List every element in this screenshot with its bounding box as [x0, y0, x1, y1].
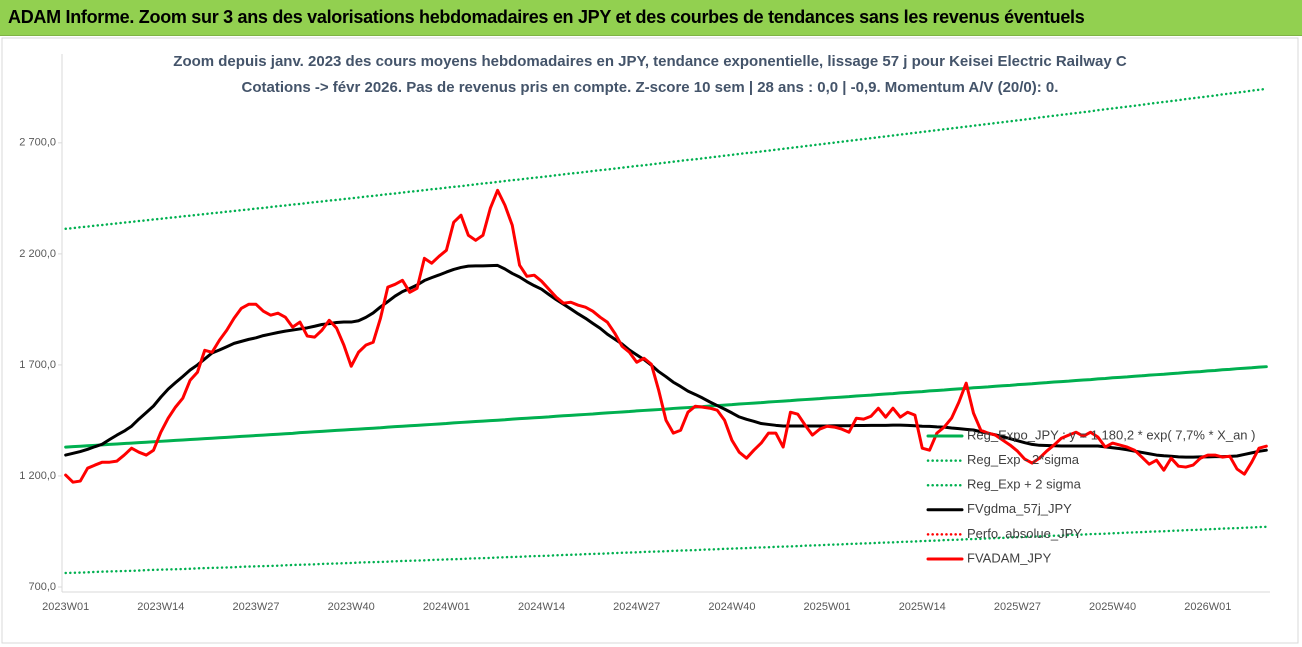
- x-tick-label: 2025W01: [804, 601, 851, 613]
- series-line: [64, 525, 1268, 575]
- series-line: [64, 365, 1268, 449]
- chart-title: Zoom depuis janv. 2023 des cours moyens …: [173, 53, 1127, 70]
- legend-label: Reg_Expo_JPY : y = 1 180,2 * exp( 7,7% *…: [967, 427, 1255, 442]
- x-tick-label: 2023W27: [232, 601, 279, 613]
- header: ADAM Informe. Zoom sur 3 ans des valoris…: [0, 0, 1302, 36]
- series-line: [64, 87, 1268, 231]
- x-tick-label: 2024W40: [708, 601, 755, 613]
- x-tick-label: 2023W01: [42, 601, 89, 613]
- legend-label: Reg_Exp + 2 sigma: [967, 477, 1082, 492]
- x-tick-label: 2024W14: [518, 601, 565, 613]
- chart-subtitle: Cotations -> févr 2026. Pas de revenus p…: [242, 79, 1059, 96]
- header-title: ADAM Informe. Zoom sur 3 ans des valoris…: [8, 7, 1085, 27]
- x-tick-label: 2026W01: [1184, 601, 1231, 613]
- y-tick-label: 1 200,0: [19, 470, 56, 482]
- legend-label: Perfo. absolue_JPY: [967, 526, 1082, 541]
- chart-border: [1, 37, 1299, 644]
- legend-label: FVgdma_57j_JPY: [967, 501, 1072, 516]
- y-tick-label: 2 200,0: [19, 248, 56, 260]
- y-tick-label: 2 700,0: [19, 137, 56, 149]
- y-tick-label: 700,0: [28, 581, 56, 593]
- legend-label: FVADAM_JPY: [967, 550, 1052, 565]
- x-tick-label: 2024W27: [613, 601, 660, 613]
- x-tick-label: 2023W14: [137, 601, 184, 613]
- x-tick-label: 2025W40: [1089, 601, 1136, 613]
- x-tick-label: 2024W01: [423, 601, 470, 613]
- series-line: [64, 263, 1268, 459]
- legend-label: Reg_Exp - 2*sigma: [967, 452, 1080, 467]
- x-tick-label: 2025W27: [994, 601, 1041, 613]
- series-line: [64, 188, 1268, 484]
- x-tick-label: 2023W40: [328, 601, 375, 613]
- y-tick-label: 1 700,0: [19, 359, 56, 371]
- x-tick-label: 2025W14: [899, 601, 946, 613]
